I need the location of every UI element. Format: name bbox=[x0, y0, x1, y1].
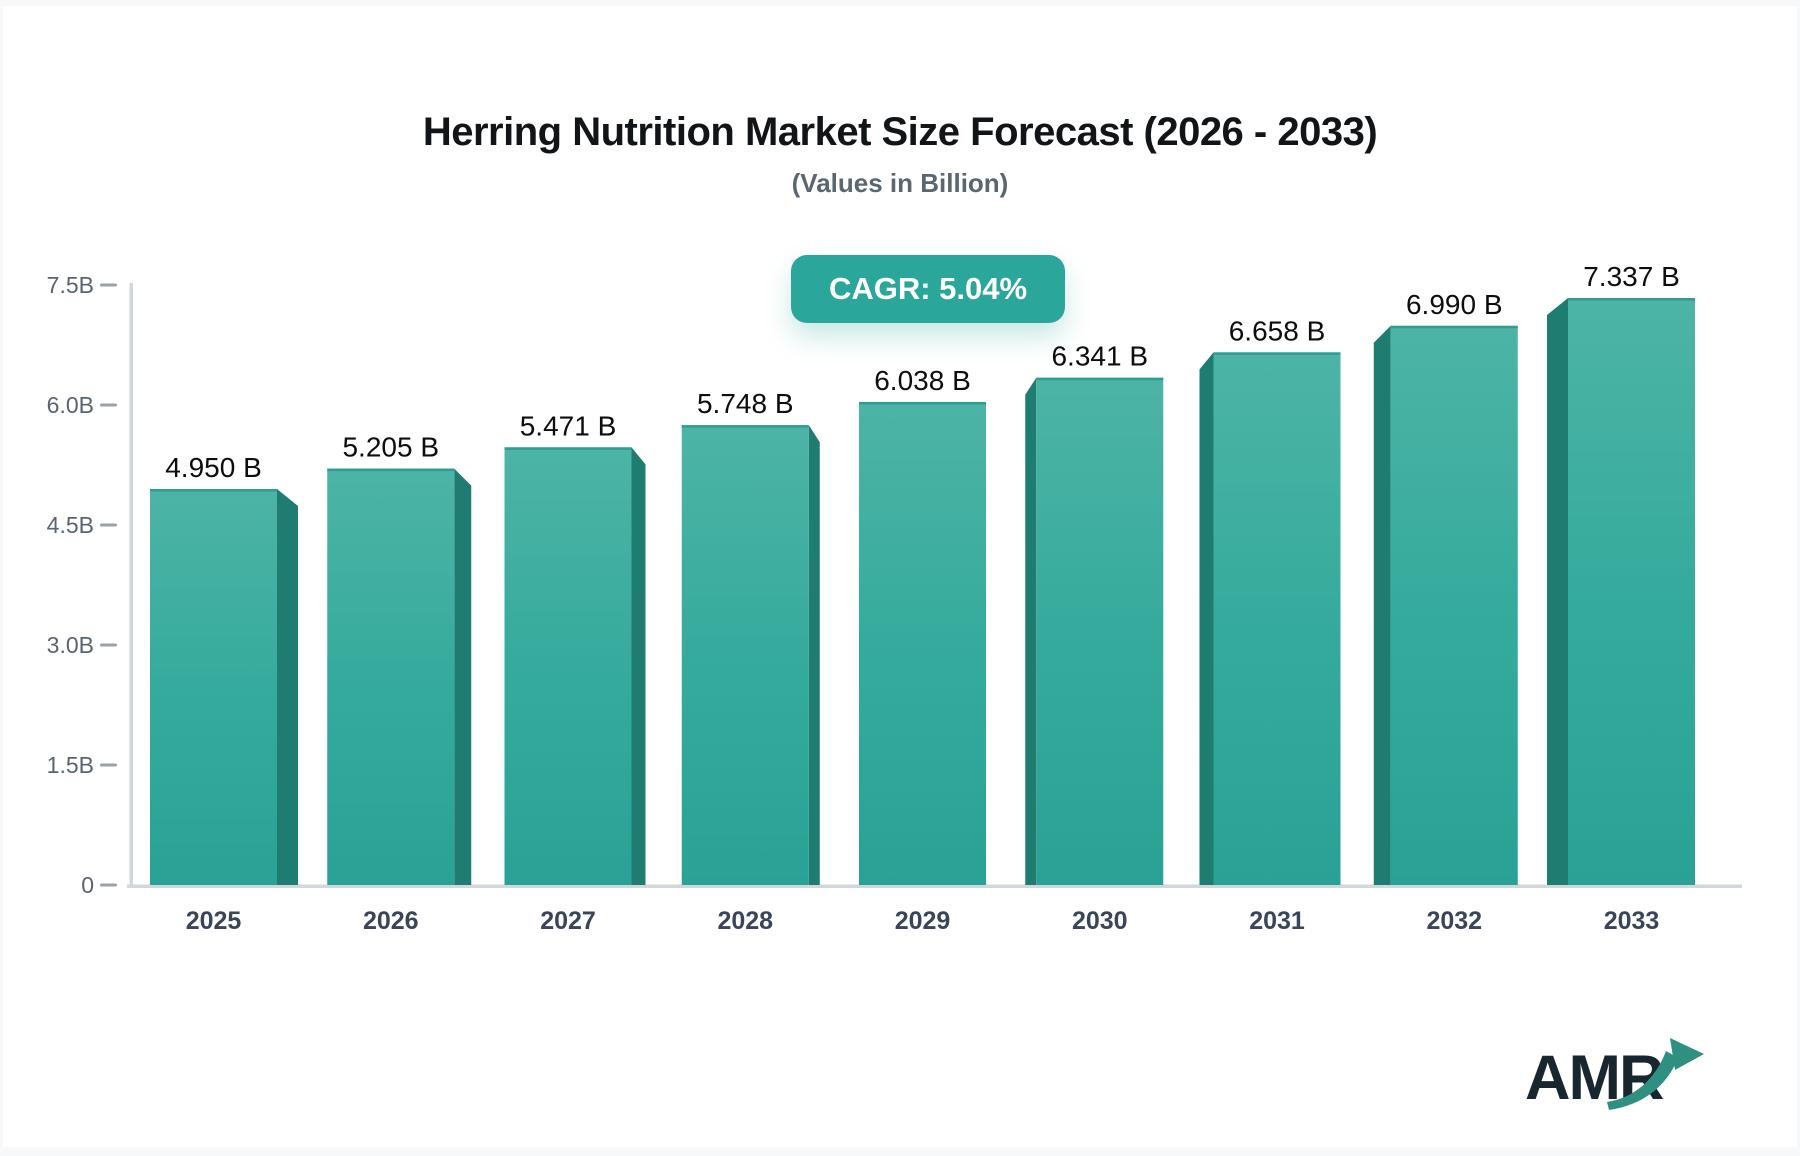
bar-value-label-2033: 7.337 B bbox=[1583, 261, 1680, 292]
bar-2033 bbox=[1568, 298, 1695, 885]
bar-side-2027 bbox=[631, 447, 646, 885]
bar-2029 bbox=[859, 401, 986, 885]
bar-top-rim-2027 bbox=[504, 447, 632, 450]
x-axis-label-2032: 2032 bbox=[1426, 907, 1482, 935]
bar-top-rim-2025 bbox=[150, 489, 277, 492]
bar-value-label-2025: 4.950 B bbox=[165, 452, 262, 483]
x-axis-label-2031: 2031 bbox=[1249, 907, 1305, 935]
bar-side-2025 bbox=[277, 489, 298, 885]
y-axis-label: 0 bbox=[81, 872, 94, 898]
y-axis-tick bbox=[100, 403, 117, 407]
y-axis-label: 3.0B bbox=[47, 632, 94, 658]
bar-top-rim-2031 bbox=[1213, 352, 1341, 355]
bar-value-label-2032: 6.990 B bbox=[1406, 289, 1503, 320]
bar-2026 bbox=[327, 468, 455, 885]
y-axis-line bbox=[129, 283, 133, 887]
x-axis-label-2027: 2027 bbox=[540, 907, 596, 935]
y-axis-tick bbox=[100, 523, 117, 527]
x-axis-label-2025: 2025 bbox=[186, 907, 242, 935]
amr-logo: AMR bbox=[1525, 1038, 1725, 1132]
chart-card: Herring Nutrition Market Size Forecast (… bbox=[3, 6, 1797, 1147]
bar-side-2030 bbox=[1025, 377, 1037, 885]
y-axis-tick bbox=[100, 763, 117, 767]
bar-value-label-2030: 6.341 B bbox=[1051, 341, 1148, 372]
cagr-badge: CAGR: 5.04% bbox=[791, 255, 1065, 323]
bar-top-rim-2026 bbox=[327, 468, 455, 472]
bar-top-rim-2028 bbox=[681, 425, 809, 428]
cagr-badge-label: CAGR: 5.04% bbox=[828, 271, 1028, 306]
bar-2027 bbox=[504, 447, 632, 885]
bar-side-2031 bbox=[1199, 352, 1214, 885]
bar-chart: 0 1.5B 3.0B 4.5B 6.0B 7.5B 4.950 B 2025 5.205 B 2… bbox=[47, 261, 1742, 935]
y-axis-label: 1.5B bbox=[47, 752, 94, 778]
bar-top-rim-2032 bbox=[1390, 325, 1518, 329]
bar-side-2026 bbox=[454, 468, 472, 885]
bar-side-2032 bbox=[1373, 325, 1391, 885]
y-axis-tick bbox=[100, 283, 117, 287]
bar-value-label-2029: 6.038 B bbox=[874, 365, 971, 396]
x-axis-label-2033: 2033 bbox=[1604, 907, 1660, 935]
x-axis-label-2030: 2030 bbox=[1072, 907, 1128, 935]
bar-side-2028 bbox=[808, 425, 820, 885]
x-axis-label-2029: 2029 bbox=[895, 907, 951, 935]
y-axis-label: 7.5B bbox=[47, 272, 94, 298]
bar-2031 bbox=[1213, 352, 1341, 885]
y-axis-tick bbox=[100, 883, 117, 887]
bar-value-label-2031: 6.658 B bbox=[1229, 315, 1326, 346]
bar-side-2033 bbox=[1547, 298, 1568, 885]
bar-value-label-2026: 5.205 B bbox=[342, 432, 439, 463]
trend-up-arrow-icon bbox=[1607, 1038, 1704, 1110]
bar-top-rim-2033 bbox=[1568, 298, 1695, 301]
x-axis-label-2028: 2028 bbox=[717, 907, 773, 935]
chart-subtitle: (Values in Billion) bbox=[791, 168, 1009, 198]
bar-value-label-2027: 5.471 B bbox=[520, 410, 617, 441]
amr-logo-text: AMR bbox=[1525, 1043, 1664, 1113]
bar-2028 bbox=[681, 425, 809, 885]
bar-top-rim-2030 bbox=[1036, 377, 1164, 381]
bar-value-label-2028: 5.748 B bbox=[697, 388, 794, 419]
bar-2032 bbox=[1390, 325, 1518, 885]
y-axis-label: 6.0B bbox=[47, 392, 94, 418]
bar-2030 bbox=[1036, 377, 1164, 885]
bar-2025 bbox=[150, 489, 277, 885]
x-axis-line bbox=[127, 884, 1742, 888]
bar-top-rim-2029 bbox=[859, 401, 986, 405]
chart-title: Herring Nutrition Market Size Forecast (… bbox=[422, 110, 1378, 154]
y-axis-tick bbox=[100, 643, 117, 647]
y-axis-label: 4.5B bbox=[47, 512, 94, 538]
x-axis-label-2026: 2026 bbox=[363, 907, 419, 935]
